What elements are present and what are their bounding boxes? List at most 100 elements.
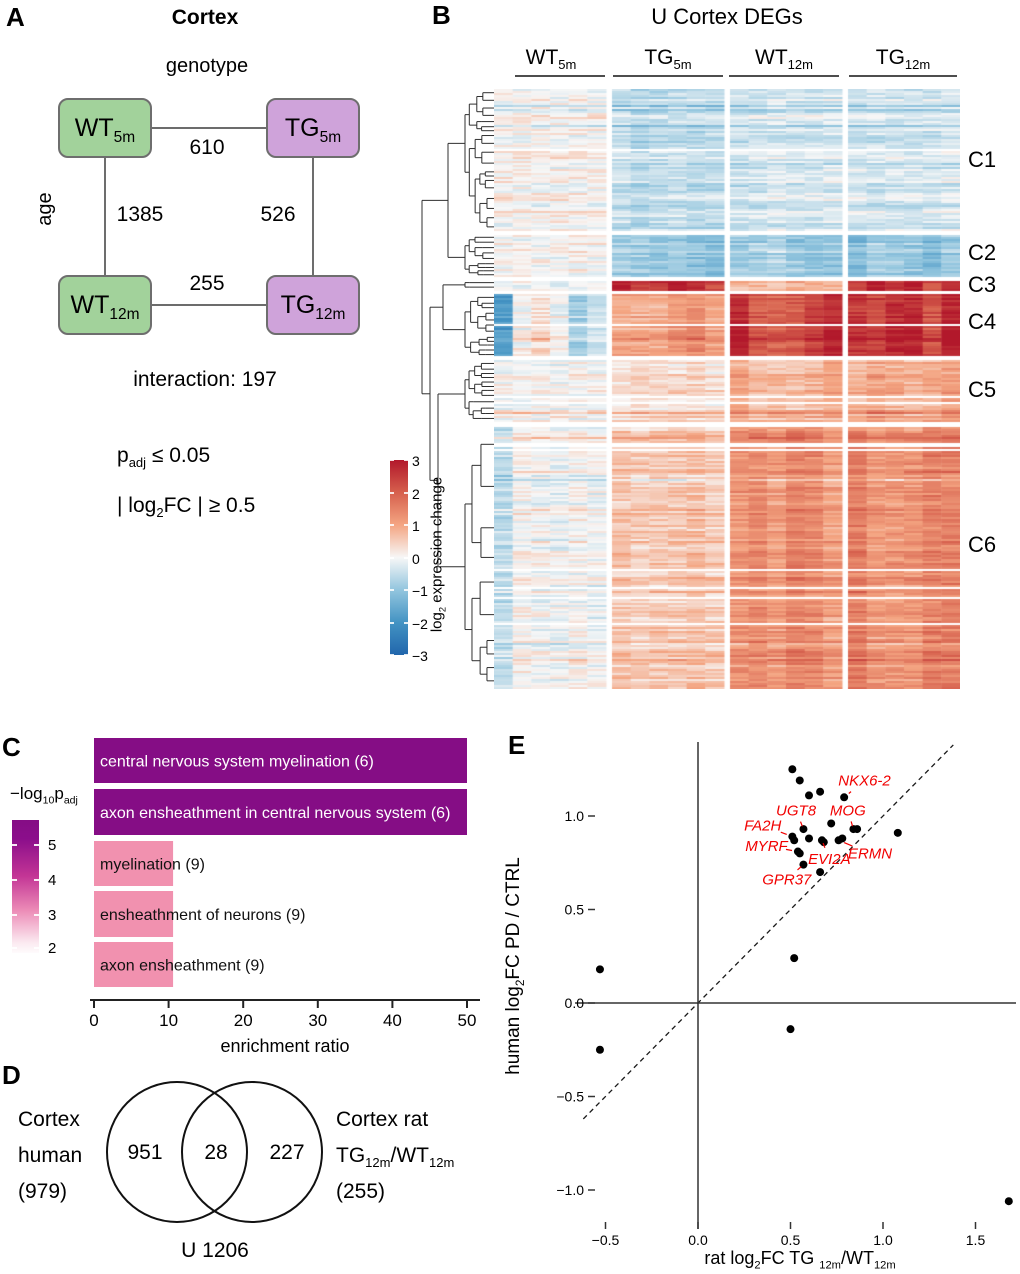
gene-callout-line (843, 842, 853, 847)
legend-tick-dash (12, 844, 17, 846)
gene-label-gpr37: GPR37 (762, 872, 812, 889)
colorbar-tick-dash (390, 491, 394, 494)
scatter-point (853, 825, 862, 834)
enrichment-bar (94, 738, 467, 783)
scatter-point (827, 819, 836, 828)
genotype-axis-label: genotype (165, 55, 249, 77)
deg-heatmap-canvas (494, 89, 960, 689)
heatmap-col-underline (849, 75, 957, 77)
venn-union-label: U 1206 (181, 1239, 249, 1262)
bar-x-tick-label: 0 (89, 1011, 98, 1030)
scatter-point (799, 825, 808, 834)
scatter-point (1004, 1197, 1013, 1206)
heatmap-col-underline (613, 75, 723, 77)
scatter-point (595, 1045, 604, 1054)
gene-callout-line (822, 842, 826, 848)
scatter-point (790, 836, 799, 845)
node-tg12m: TG12m (266, 275, 360, 335)
log2fc-threshold: | log2FC | ≥ 0.5 (117, 494, 256, 521)
panel-d-letter: D (2, 1060, 21, 1090)
legend-tick-dash (12, 947, 17, 949)
legend-tick-label: 5 (48, 837, 57, 854)
gene-label-myrf: MYRF (745, 838, 788, 855)
scatter-point (819, 838, 828, 847)
cluster-label-c4: C4 (968, 309, 997, 334)
venn-circle-human (106, 1081, 248, 1223)
enrichment-bar-label: myelination (9) (100, 857, 205, 874)
gene-label-nkx6-2: NKX6-2 (838, 772, 891, 789)
panel-b-letter: B (432, 0, 451, 30)
venn-right-line3: (255) (336, 1180, 386, 1203)
panel-a-letter: A (6, 2, 25, 32)
padj-threshold: padj ≤ 0.05 (117, 444, 211, 471)
gene-callout-line (799, 821, 803, 827)
venn-left-line2: human (18, 1144, 83, 1167)
cluster-label-c5: C5 (968, 377, 997, 402)
colorbar-tick-dash (390, 621, 394, 624)
enrichment-bar-chart: central nervous system myelination (6) ax… (89, 738, 480, 1056)
colorbar-tick-label: 0 (412, 550, 420, 567)
panel-e-letter: E (508, 730, 526, 760)
bar-x-tick-label: 10 (159, 1011, 178, 1030)
gene-label-evi2a: EVI2A (808, 851, 851, 868)
venn-circle-rat (181, 1081, 323, 1223)
colorbar-tick-dash (390, 556, 394, 559)
venn-right-line1: Cortex rat (336, 1108, 429, 1131)
gene-label-fa2h: FA2H (744, 817, 781, 834)
scatter-y-tick-label: 0.0 (565, 995, 585, 1011)
colorbar-tick-dash (390, 589, 394, 591)
venn-count-right: 227 (269, 1141, 304, 1164)
legend-tick-dash (12, 879, 17, 881)
gene-callout-line (797, 866, 802, 871)
colorbar-tick-dash (404, 524, 408, 526)
edge-count-bottom: 255 (189, 272, 225, 295)
scatter-y-tick-label: −0.5 (556, 1089, 584, 1105)
scatter-point (838, 834, 847, 843)
node-wt5m: WT5m (58, 98, 152, 158)
cluster-label-c1: C1 (968, 147, 997, 172)
heatmap-col-label-tg5m: TG5m (644, 46, 692, 73)
scatter-point (595, 965, 604, 974)
cluster-label-c6: C6 (968, 532, 997, 557)
venn-right-label: Cortex rat TG12m/WT12m (255) (336, 1102, 454, 1210)
venn-diagram: 951 28 227 (106, 1081, 323, 1223)
scatter-ylabel: human log2FC PD / CTRL (503, 857, 527, 1075)
scatter-point (786, 1025, 795, 1034)
heatmap-col-label-wt12m: WT12m (755, 46, 813, 73)
gene-callout-line (848, 791, 852, 794)
legend-tick-dash (34, 914, 39, 916)
scatter-xlabel: rat log2FC TG 12m/WT12m (704, 1248, 896, 1272)
legend-tick-dash (12, 914, 17, 916)
scatter-x-tick-label: 0.0 (688, 1232, 708, 1248)
enrichment-bar-label: axon ensheathment (9) (100, 958, 265, 975)
enrichment-bar (94, 841, 174, 886)
venn-left-line3: (979) (18, 1180, 68, 1203)
scatter-point (816, 787, 825, 796)
colorbar-tick-dash (404, 654, 408, 656)
panel-a-title: Cortex (171, 6, 239, 29)
gene-callout-line (780, 831, 787, 836)
venn-left-label: Cortex human (979) (18, 1102, 82, 1210)
scatter-y-tick-label: 1.0 (565, 808, 585, 824)
scatter-point (805, 834, 813, 843)
legend-tick-dash (34, 844, 39, 846)
bar-x-axis-title: enrichment ratio (220, 1036, 349, 1056)
interaction-count: interaction: 197 (133, 368, 277, 391)
enrichment-legend-title: −log10padj (10, 784, 78, 807)
colorbar-tick-dash (390, 524, 394, 526)
scatter-point (816, 868, 825, 877)
scatter-point (840, 793, 849, 802)
enrichment-legend-gradient (12, 820, 39, 953)
venn-count-overlap: 28 (204, 1141, 227, 1164)
node-wt12m-label: WT12m (70, 290, 140, 323)
scatter-point (805, 791, 813, 800)
enrichment-bar-label: axon ensheathment in central nervous sys… (100, 805, 450, 822)
bar-x-tick-label: 50 (458, 1011, 477, 1030)
enrichment-bar (94, 942, 174, 987)
colorbar-tick-dash (404, 459, 408, 461)
colorbar-title: log2 expression change (428, 476, 448, 633)
scatter-point (788, 765, 797, 774)
gene-callout-line (850, 821, 854, 827)
panel-c-letter: C (2, 732, 21, 762)
colorbar-tick-label: 1 (412, 518, 420, 534)
